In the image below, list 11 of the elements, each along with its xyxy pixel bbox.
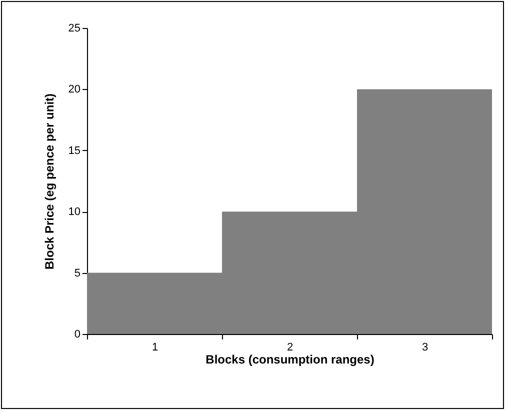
x-tick-label: 3 xyxy=(422,342,428,354)
y-tick-label: 0 xyxy=(74,328,80,340)
x-axis-title: Blocks (consumption ranges) xyxy=(206,352,374,366)
y-tick-label: 5 xyxy=(74,267,80,280)
y-tick-label: 10 xyxy=(68,206,80,218)
y-tick-label: 15 xyxy=(68,144,80,157)
y-tick-label: 20 xyxy=(68,84,80,96)
y-axis-title: Block Price (eg pence per unit) xyxy=(42,93,56,270)
y-tick-label: 25 xyxy=(68,22,80,34)
x-tick-label: 1 xyxy=(152,342,158,354)
x-tick-label: 2 xyxy=(286,342,294,354)
